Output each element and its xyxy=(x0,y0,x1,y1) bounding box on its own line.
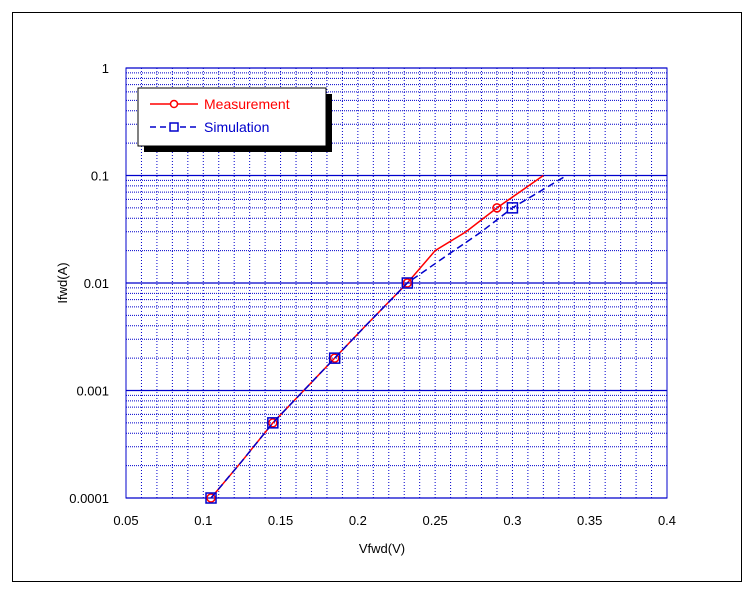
y-tick-label: 0.1 xyxy=(91,169,109,184)
y-tick-labels: 0.0001 0.001 0.01 0.1 1 xyxy=(69,61,109,506)
x-tick-label: 0.3 xyxy=(503,513,521,528)
legend-simulation-marker xyxy=(169,122,179,132)
x-tick-label: 0.4 xyxy=(658,513,676,528)
data-point-measurement xyxy=(206,493,216,503)
data-point-simulation xyxy=(205,492,217,504)
y-axis-label: Ifwd(A) xyxy=(55,262,70,303)
y-tick-label: 0.01 xyxy=(84,276,109,291)
legend: Measurement Simulation xyxy=(137,87,332,152)
data-point-simulation xyxy=(267,417,279,429)
x-tick-label: 0.25 xyxy=(422,513,447,528)
series-layer xyxy=(205,174,567,504)
x-tick-label: 0.35 xyxy=(577,513,602,528)
x-tick-labels: 0.05 0.1 0.15 0.2 0.25 0.3 0.35 0.4 xyxy=(113,513,676,528)
series-line-measurement xyxy=(210,174,544,499)
x-tick-label: 0.2 xyxy=(349,513,367,528)
x-tick-label: 0.05 xyxy=(113,513,138,528)
y-tick-label: 1 xyxy=(102,61,109,76)
legend-measurement-label: Measurement xyxy=(204,96,290,112)
legend-simulation-label: Simulation xyxy=(204,119,269,135)
data-point-measurement xyxy=(492,203,502,213)
x-tick-label: 0.15 xyxy=(268,513,293,528)
plot-area-border xyxy=(125,67,668,499)
data-point-simulation xyxy=(401,277,414,289)
data-point-measurement xyxy=(402,278,413,288)
series-line-simulation xyxy=(210,174,567,499)
data-point-simulation xyxy=(328,352,341,364)
x-tick-label: 0.1 xyxy=(194,513,212,528)
y-tick-label: 0.0001 xyxy=(69,491,109,506)
minor-gridlines xyxy=(125,68,668,498)
x-axis-label: Vfwd(V) xyxy=(359,541,405,556)
data-point-measurement xyxy=(329,353,340,363)
data-point-simulation xyxy=(506,202,519,214)
y-tick-label: 0.001 xyxy=(76,384,109,399)
legend-box xyxy=(137,87,327,147)
legend-measurement-marker xyxy=(169,99,179,109)
data-point-measurement xyxy=(268,418,278,428)
